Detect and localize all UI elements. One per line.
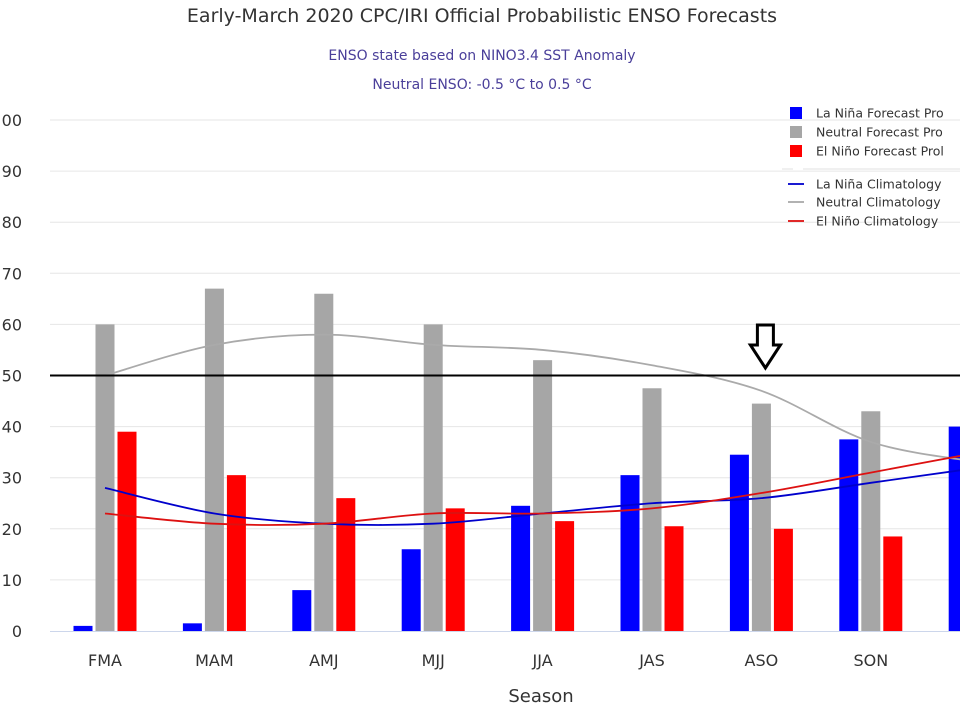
x-axis-title: Season: [508, 686, 573, 707]
chart-title: Early-March 2020 CPC/IRI Official Probab…: [187, 5, 777, 27]
y-tick-label: 00: [2, 111, 22, 130]
legend-item-neutral-forecast-pro[interactable]: Neutral Forecast Pro: [790, 125, 943, 140]
line-el-nino-climatology[interactable]: [104, 452, 960, 526]
y-axis-ticks: 0 10 20 30 40 50 60 70 80 90 00: [2, 111, 22, 641]
legend-item-el-nino-forecast-prol[interactable]: El Niño Forecast Prol: [790, 144, 944, 159]
bar-la-jas[interactable]: [620, 475, 640, 631]
y-tick-label: 80: [2, 213, 22, 232]
down-arrow-annotation-icon: [747, 323, 784, 371]
x-axis-ticks: FMAMAMAMJMJJJJAJASASOSONO: [88, 651, 888, 670]
bar-neutral-jas[interactable]: [642, 388, 662, 631]
bar-el-amj[interactable]: [336, 498, 356, 631]
y-tick-label: 90: [2, 162, 22, 181]
x-tick-label: JAS: [638, 651, 665, 670]
bar-el-mjj[interactable]: [445, 508, 465, 631]
bar-la-mjj[interactable]: [401, 549, 421, 631]
legend-label: El Niño Climatology: [816, 214, 939, 229]
legend-label: La Niña Climatology: [816, 177, 942, 192]
bar-la-amj[interactable]: [292, 590, 312, 631]
x-tick-label: MAM: [195, 651, 234, 670]
bar-la-aso[interactable]: [729, 454, 749, 631]
y-tick-label: 30: [2, 469, 22, 488]
bar-neutral-jja[interactable]: [533, 360, 553, 631]
legend-label: Neutral Climatology: [816, 195, 941, 210]
y-tick-label: 10: [2, 571, 22, 590]
line-neutral-climatology[interactable]: [104, 333, 960, 463]
bar-el-jas[interactable]: [664, 526, 684, 631]
bar-neutral-fma[interactable]: [95, 324, 115, 631]
bar-la-fma[interactable]: [73, 625, 93, 631]
chart-subtitle-line-1: ENSO state based on NINO3.4 SST Anomaly: [328, 48, 635, 64]
legend-item-la-nina-forecast-pro[interactable]: La Niña Forecast Pro: [790, 106, 944, 121]
bar-el-mam[interactable]: [226, 475, 246, 631]
x-tick-label: JJA: [532, 651, 553, 670]
bar-neutral-mam[interactable]: [204, 288, 224, 631]
legend[interactable]: La Niña Forecast Pro Neutral Forecast Pro…: [782, 106, 960, 229]
legend-item-la-nina-climatology[interactable]: La Niña Climatology: [788, 177, 942, 192]
y-tick-label: 40: [2, 418, 22, 437]
chart-subtitle-line-2: Neutral ENSO: -0.5 °C to 0.5 °C: [372, 77, 591, 93]
bar-neutral-son[interactable]: [861, 411, 881, 631]
legend-label: Neutral Forecast Pro: [816, 125, 943, 140]
y-tick-label: 50: [2, 367, 22, 386]
x-tick-label: MJJ: [422, 651, 445, 670]
legend-swatch: [790, 126, 802, 138]
legend-swatch: [790, 107, 802, 119]
legend-label: La Niña Forecast Pro: [816, 106, 944, 121]
bar-neutral-amj[interactable]: [314, 293, 334, 631]
bar-la-son[interactable]: [839, 439, 859, 631]
y-tick-label: 60: [2, 315, 22, 334]
x-tick-label: SON: [853, 651, 888, 670]
bar-el-fma[interactable]: [117, 431, 137, 631]
bar-neutral-mjj[interactable]: [423, 324, 443, 631]
bar-el-jja[interactable]: [555, 521, 575, 631]
y-tick-label: 0: [12, 622, 22, 641]
x-tick-label: AMJ: [309, 651, 338, 670]
bar-el-son[interactable]: [883, 536, 903, 631]
climatology-lines: [104, 333, 960, 526]
bar-la-jja[interactable]: [511, 505, 531, 631]
x-tick-label: ASO: [745, 651, 779, 670]
bar-la-ond[interactable]: [948, 426, 960, 631]
x-tick-label: FMA: [88, 651, 122, 670]
bar-neutral-aso[interactable]: [751, 403, 771, 631]
bar-la-mam[interactable]: [182, 623, 202, 631]
legend-swatch: [790, 145, 802, 157]
legend-item-el-nino-climatology[interactable]: El Niño Climatology: [788, 214, 939, 229]
bar-el-aso[interactable]: [773, 528, 793, 631]
bars: [73, 288, 960, 631]
y-tick-label: 20: [2, 520, 22, 539]
legend-label: El Niño Forecast Prol: [816, 144, 944, 159]
y-tick-label: 70: [2, 264, 22, 283]
legend-item-neutral-climatology[interactable]: Neutral Climatology: [788, 195, 941, 210]
